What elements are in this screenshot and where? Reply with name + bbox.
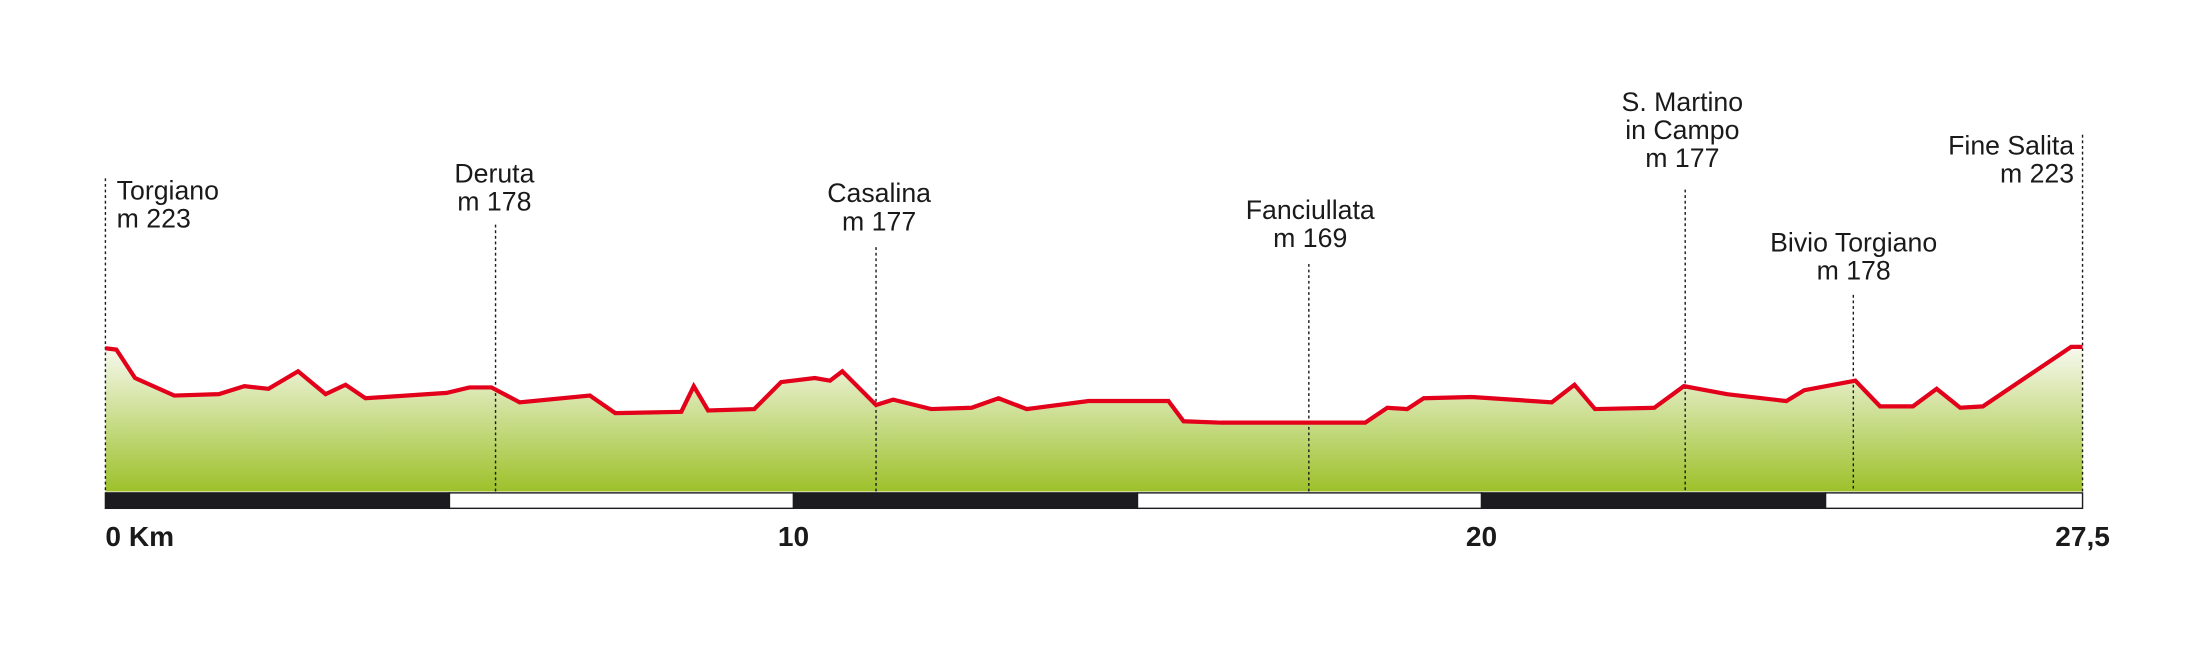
waypoint-elevation-label: m 223 (2000, 159, 2074, 189)
scale-segment (792, 492, 1139, 510)
elevation-line (105, 344, 2083, 425)
scale-segment (1480, 492, 1827, 510)
waypoint-name-label: Torgiano (117, 175, 219, 205)
scale-segment (1136, 492, 1483, 510)
waypoint-name-label: Deruta (454, 159, 534, 189)
x-tick-label: 27,5 (2055, 521, 2110, 552)
x-tick-label: 0 Km (105, 521, 174, 552)
waypoint-elevation-label: m 177 (842, 206, 916, 236)
elevation-area (105, 346, 2083, 492)
waypoint-name-label: Fanciullata (1246, 195, 1375, 225)
waypoint-name-label: S. Martino (1622, 87, 1744, 117)
waypoint-elevation-label: m 178 (457, 187, 531, 217)
waypoint-elevation-label: m 169 (1273, 223, 1347, 253)
x-tick-label: 10 (778, 521, 809, 552)
scale-segment (104, 492, 451, 510)
x-tick-label: 20 (1466, 521, 1497, 552)
scale-segment (1824, 492, 2084, 510)
waypoint-elevation-label: m 223 (117, 203, 191, 233)
waypoint-name-label: Casalina (827, 178, 931, 208)
waypoint-name-label: Bivio Torgiano (1770, 227, 1937, 257)
waypoint-name-label: Fine Salita (1948, 130, 2074, 160)
waypoint-name-label: in Campo (1625, 115, 1739, 145)
waypoint-elevation-label: m 178 (1817, 255, 1891, 285)
scale-segment (448, 492, 795, 510)
waypoint-elevation-label: m 177 (1645, 143, 1719, 173)
